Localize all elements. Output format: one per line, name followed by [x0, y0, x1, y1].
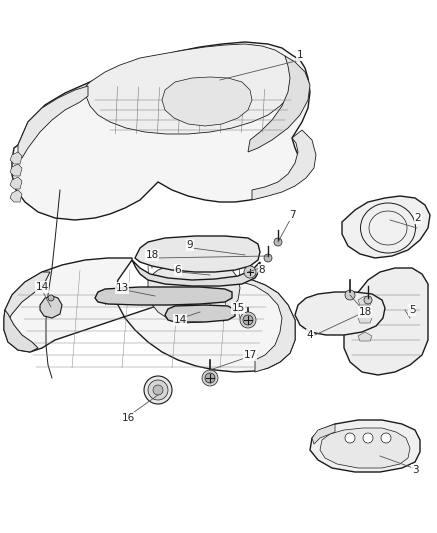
- Polygon shape: [132, 260, 260, 286]
- Text: 8: 8: [259, 265, 265, 275]
- Text: 7: 7: [289, 210, 295, 220]
- Text: 15: 15: [231, 303, 245, 313]
- Circle shape: [381, 433, 391, 443]
- Polygon shape: [248, 56, 310, 152]
- Polygon shape: [40, 296, 62, 318]
- Polygon shape: [5, 272, 50, 322]
- Text: 6: 6: [175, 265, 181, 275]
- Circle shape: [264, 254, 272, 262]
- Circle shape: [48, 295, 54, 301]
- Polygon shape: [10, 164, 22, 176]
- Polygon shape: [95, 287, 232, 305]
- Polygon shape: [10, 152, 22, 164]
- Polygon shape: [252, 130, 316, 200]
- Text: 4: 4: [307, 330, 313, 340]
- Text: 1: 1: [297, 50, 303, 60]
- Circle shape: [244, 266, 256, 278]
- Circle shape: [202, 370, 218, 386]
- Polygon shape: [295, 292, 385, 335]
- Circle shape: [240, 312, 256, 328]
- Circle shape: [205, 373, 215, 383]
- Polygon shape: [358, 314, 372, 323]
- Polygon shape: [165, 305, 235, 322]
- Polygon shape: [148, 263, 240, 323]
- Circle shape: [274, 238, 282, 246]
- Polygon shape: [358, 332, 372, 341]
- Text: 3: 3: [412, 465, 418, 475]
- Polygon shape: [240, 278, 295, 372]
- Circle shape: [345, 433, 355, 443]
- Polygon shape: [18, 86, 88, 158]
- Text: 5: 5: [409, 305, 415, 315]
- Text: 16: 16: [121, 413, 135, 423]
- Polygon shape: [135, 236, 260, 272]
- Polygon shape: [312, 424, 335, 444]
- Polygon shape: [86, 44, 296, 134]
- Text: 17: 17: [243, 350, 257, 360]
- Circle shape: [153, 385, 163, 395]
- Text: 18: 18: [358, 307, 371, 317]
- Circle shape: [148, 380, 168, 400]
- Text: 2: 2: [415, 213, 421, 223]
- Polygon shape: [162, 77, 252, 126]
- Circle shape: [345, 290, 355, 300]
- Polygon shape: [10, 190, 22, 202]
- Text: 14: 14: [173, 315, 187, 325]
- Polygon shape: [10, 177, 22, 189]
- Circle shape: [144, 376, 172, 404]
- Polygon shape: [12, 42, 310, 220]
- Polygon shape: [4, 258, 295, 372]
- Text: 18: 18: [146, 250, 159, 260]
- Circle shape: [243, 315, 253, 325]
- Polygon shape: [358, 296, 372, 305]
- Text: 13: 13: [115, 283, 128, 293]
- Polygon shape: [310, 420, 420, 472]
- Polygon shape: [4, 310, 38, 352]
- Text: 9: 9: [187, 240, 193, 250]
- Polygon shape: [320, 428, 410, 468]
- Polygon shape: [344, 268, 428, 375]
- Polygon shape: [342, 196, 430, 258]
- Circle shape: [364, 296, 372, 304]
- Circle shape: [363, 433, 373, 443]
- Text: 14: 14: [35, 282, 49, 292]
